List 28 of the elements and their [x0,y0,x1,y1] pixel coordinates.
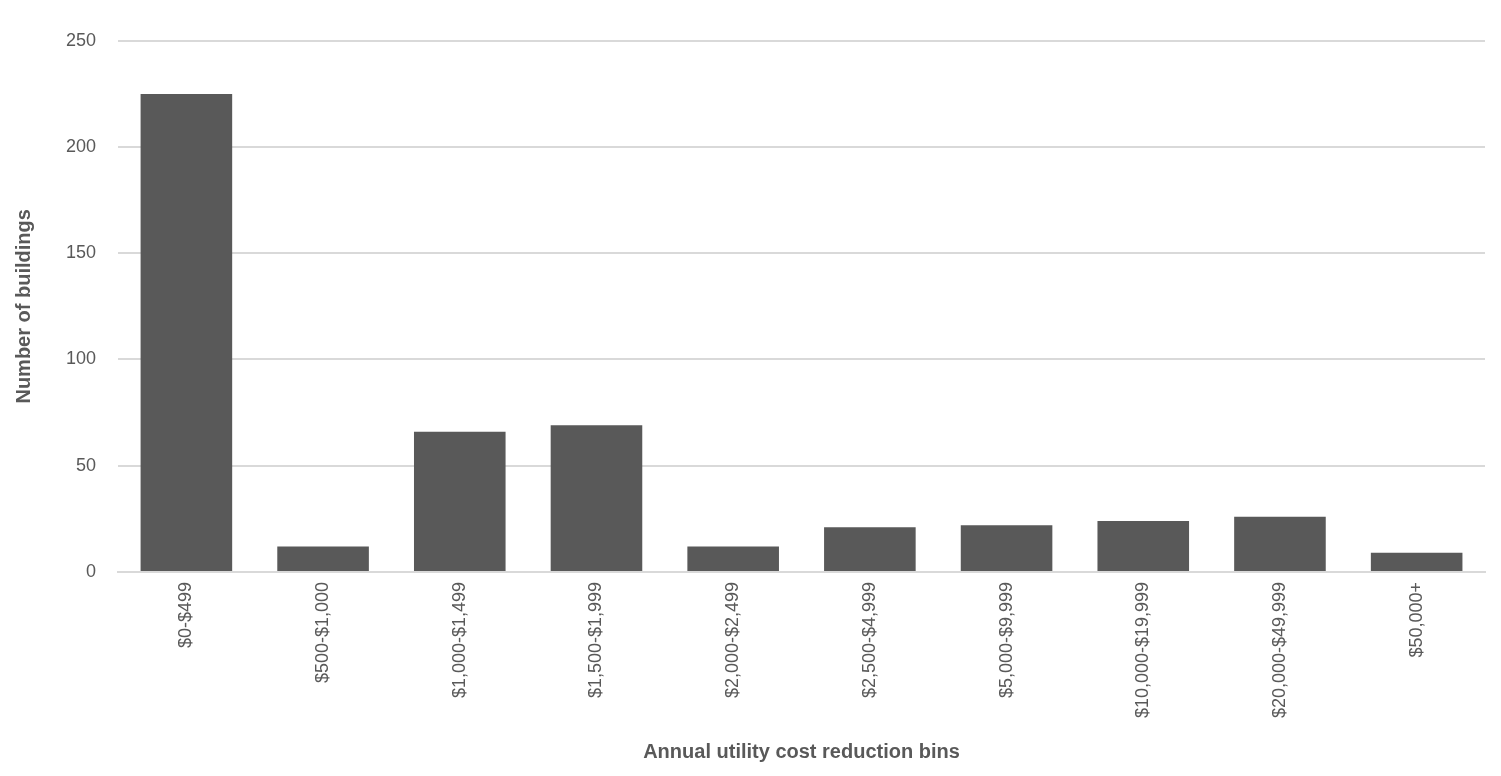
y-axis-title: Number of buildings [11,209,34,404]
y-tick-label: 200 [65,135,97,156]
bar [824,527,916,571]
bar [1234,516,1326,571]
bar [1370,552,1463,571]
bar [413,431,506,571]
y-tick-label: 100 [65,348,97,369]
x-tick-label: $2,500-$4,999 [858,581,879,698]
x-tick-label: $1,500-$1,999 [585,581,606,698]
x-tick-label: $0-$499 [175,581,196,648]
bar [1097,520,1190,571]
y-tick-label: 0 [86,560,97,581]
x-tick-label: $10,000-$19,999 [1132,581,1153,718]
x-tick-label: $1,000-$1,499 [448,581,469,698]
y-tick-label: 50 [76,454,97,475]
x-tick-label: $500-$1,000 [312,581,333,683]
bar [140,93,233,571]
x-tick-label: $20,000-$49,999 [1268,581,1289,718]
bar [687,546,779,571]
bar [277,546,369,571]
bar [550,425,643,571]
x-tick-label: $2,000-$2,499 [722,581,743,698]
x-tick-label: $50,000+ [1405,581,1426,658]
y-tick-label: 150 [65,242,97,263]
bar [960,525,1053,571]
x-tick-label: $5,000-$9,999 [995,581,1016,698]
x-axis-title: Annual utility cost reduction bins [643,739,960,762]
y-tick-label: 250 [65,29,97,50]
